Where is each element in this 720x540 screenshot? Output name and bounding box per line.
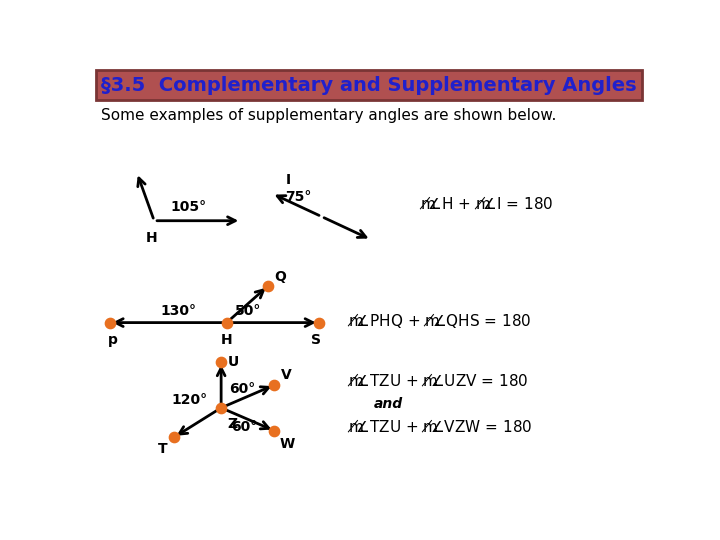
- Point: [168, 433, 180, 442]
- Text: 50°: 50°: [235, 303, 261, 318]
- Text: m$\!\!\not\!\angle$TZU + m$\!\!\not\!\angle$UZV = 180: m$\!\!\not\!\angle$TZU + m$\!\!\not\!\an…: [347, 372, 528, 389]
- Point: [313, 318, 325, 327]
- Point: [215, 358, 227, 367]
- Text: Q: Q: [274, 270, 287, 284]
- Text: p: p: [107, 333, 117, 347]
- Text: Z: Z: [228, 417, 238, 431]
- Text: H: H: [221, 333, 233, 347]
- Text: §3.5  Complementary and Supplementary Angles: §3.5 Complementary and Supplementary Ang…: [102, 76, 636, 94]
- Text: S: S: [311, 333, 321, 347]
- Text: and: and: [374, 397, 403, 411]
- Text: m$\!\!\not\!\angle$PHQ + m$\!\!\not\!\angle$QHS = 180: m$\!\!\not\!\angle$PHQ + m$\!\!\not\!\an…: [347, 311, 531, 330]
- Point: [104, 318, 115, 327]
- Text: I: I: [286, 173, 291, 187]
- FancyBboxPatch shape: [96, 70, 642, 100]
- Text: 130°: 130°: [160, 303, 196, 318]
- Point: [221, 318, 233, 327]
- Text: V: V: [281, 368, 292, 382]
- Text: U: U: [228, 355, 239, 369]
- Text: 60°: 60°: [230, 382, 256, 396]
- Text: 60°: 60°: [231, 420, 258, 434]
- Point: [269, 427, 280, 435]
- Text: 105°: 105°: [171, 200, 207, 214]
- Text: H: H: [145, 231, 157, 245]
- Point: [262, 282, 274, 291]
- Text: m$\!\!\not\!\angle$TZU + m$\!\!\not\!\angle$VZW = 180: m$\!\!\not\!\angle$TZU + m$\!\!\not\!\an…: [347, 418, 532, 435]
- Text: W: W: [280, 437, 295, 451]
- Text: 75°: 75°: [285, 190, 312, 204]
- Text: 120°: 120°: [171, 393, 207, 407]
- Point: [215, 403, 227, 412]
- Text: Some examples of supplementary angles are shown below.: Some examples of supplementary angles ar…: [101, 109, 557, 124]
- Text: m$\!\!\not\!\angle$H + m$\!\!\not\!\angle$I = 180: m$\!\!\not\!\angle$H + m$\!\!\not\!\angl…: [419, 195, 554, 213]
- Text: T: T: [158, 442, 168, 456]
- Point: [269, 381, 280, 389]
